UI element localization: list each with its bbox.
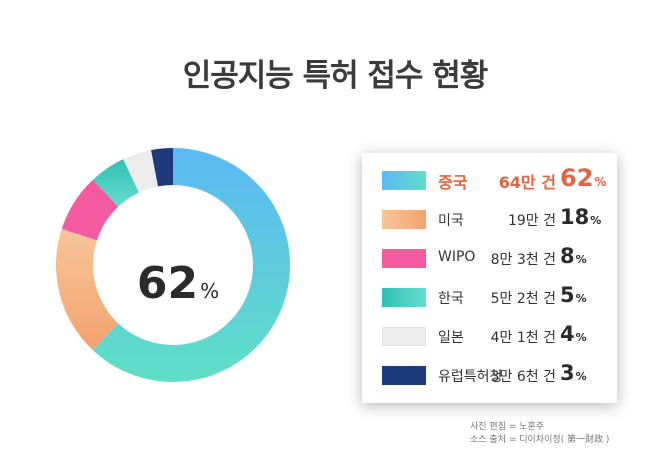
legend-percent: 8% bbox=[560, 244, 587, 268]
legend-swatch bbox=[382, 249, 426, 268]
legend-percent-unit: % bbox=[575, 331, 587, 344]
legend-percent: 5% bbox=[560, 283, 587, 307]
legend-item-japan: 일본 4만 1천 건 4% bbox=[362, 317, 617, 355]
credit-editor: 사진 편집 = 노훈주 bbox=[470, 422, 545, 432]
legend-percent: 3% bbox=[560, 361, 587, 385]
legend-swatch bbox=[382, 210, 426, 229]
legend-percent-unit: % bbox=[575, 370, 587, 383]
donut-chart bbox=[56, 148, 291, 382]
legend-label: 일본 bbox=[438, 330, 464, 346]
donut-slice-epo bbox=[151, 148, 173, 187]
legend-label: 유럽특허청 bbox=[438, 369, 503, 385]
legend-percent-value: 8 bbox=[560, 244, 575, 268]
center-unit: % bbox=[200, 279, 220, 303]
center-label: 62% bbox=[118, 258, 238, 309]
legend-swatch bbox=[382, 288, 426, 307]
legend-swatch bbox=[382, 171, 426, 190]
legend-item-china: 중국 64만 건 62% bbox=[362, 161, 617, 199]
legend-percent-value: 18 bbox=[560, 205, 590, 229]
legend-percent-unit: % bbox=[575, 292, 587, 305]
legend-percent-unit: % bbox=[594, 175, 607, 189]
legend-percent-value: 5 bbox=[560, 283, 575, 307]
legend-label: 미국 bbox=[438, 213, 464, 229]
legend-item-wipo: WIPO 8만 3천 건 8% bbox=[362, 239, 617, 277]
legend-label: 중국 bbox=[438, 173, 468, 192]
legend-item-usa: 미국 19만 건 18% bbox=[362, 200, 617, 238]
legend-percent: 18% bbox=[560, 205, 601, 229]
credits: 사진 편집 = 노훈주 소스 출처 = 디이차이정( 第一財政 ) bbox=[470, 421, 609, 447]
legend-count: 4만 1천 건 bbox=[490, 330, 556, 346]
donut-slice-korea bbox=[92, 159, 139, 207]
donut-slice-japan bbox=[123, 150, 159, 193]
legend-percent: 62% bbox=[560, 164, 606, 192]
legend-percent-value: 3 bbox=[560, 361, 575, 385]
legend-percent-value: 4 bbox=[560, 322, 575, 346]
legend-item-korea: 한국 5만 2천 건 5% bbox=[362, 278, 617, 316]
legend-count: 8만 3천 건 bbox=[490, 252, 556, 268]
legend-item-epo: 유럽특허청 3만 6천 건 3% bbox=[362, 356, 617, 394]
legend-count: 5만 2천 건 bbox=[490, 291, 556, 307]
legend-percent-unit: % bbox=[575, 253, 587, 266]
legend-percent: 4% bbox=[560, 322, 587, 346]
legend-percent-unit: % bbox=[590, 214, 602, 227]
legend-swatch bbox=[382, 366, 426, 385]
donut-slice-china bbox=[92, 148, 291, 382]
donut-slice-wipo bbox=[61, 179, 119, 241]
donut-slice-usa bbox=[56, 228, 119, 351]
legend-label: 한국 bbox=[438, 291, 464, 307]
center-value: 62 bbox=[136, 258, 199, 309]
legend-count: 19만 건 bbox=[507, 213, 556, 229]
legend-label: WIPO bbox=[438, 249, 476, 265]
legend-swatch bbox=[382, 327, 426, 346]
legend-count: 3만 6천 건 bbox=[490, 369, 556, 385]
credit-source: 소스 출처 = 디이차이정( 第一財政 ) bbox=[470, 435, 610, 445]
legend-percent-value: 62 bbox=[560, 164, 594, 192]
chart-title: 인공지능 특허 접수 현황 bbox=[182, 58, 489, 94]
legend: 중국 64만 건 62% 미국 19만 건 18% WIPO 8만 3천 건 8… bbox=[362, 153, 617, 403]
legend-count: 64만 건 bbox=[498, 173, 556, 192]
